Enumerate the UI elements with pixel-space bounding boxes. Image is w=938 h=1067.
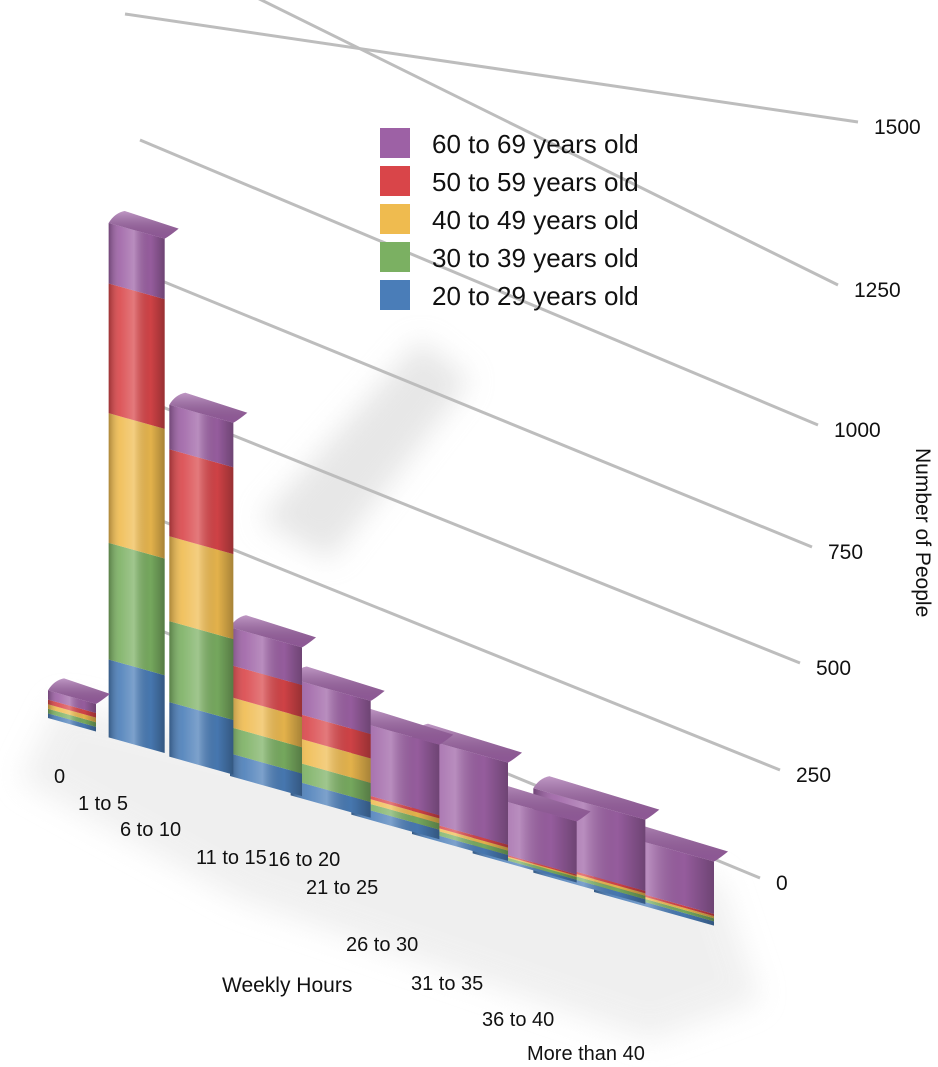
bar-segment-shading [48,713,96,732]
x-tick-label: 31 to 35 [411,973,483,995]
bar-cap-shading [108,210,179,239]
bar-stack [351,707,454,840]
bar-segment-shading [351,719,440,816]
legend-swatch [380,242,410,272]
bar-segment-shading [351,805,440,840]
category-labels: 0 1 to 5 6 to 10 11 to 15 16 to 20 21 to 25 26… [54,766,645,1065]
y-axis-title: Number of People [911,448,934,617]
bar-cap-shading [290,666,385,701]
bar-segment-shading [169,702,234,775]
bar-segment-shading [290,711,371,759]
bar-segment-shading [290,678,371,734]
bar-segment-shading [472,850,577,883]
legend-swatch [380,280,410,310]
floor-shadow-shape [20,700,760,1040]
bar-segment-shading [230,753,302,797]
bar-segment-shading [48,708,96,727]
floor-shadow [20,340,760,1040]
bar-segment-shading [230,727,302,774]
bar-segment-shading [108,542,165,676]
x-tick-label: 16 to 20 [268,849,340,871]
y-tick-label: 0 [776,872,788,895]
bar-segment-shading [230,696,302,748]
gridline [124,12,859,124]
gridline [139,510,781,772]
bar-stack [472,780,591,883]
bar-shadow [260,340,470,560]
bar-cap-shading [351,707,454,745]
x-tick-label: 36 to 40 [482,1009,554,1031]
x-tick-label: 21 to 25 [306,877,378,899]
bar-stack [108,210,179,754]
bar-cap-shading [48,678,110,704]
bar-stack [169,392,248,775]
legend-label: 40 to 49 years old [432,205,639,235]
y-tick-label: 1000 [834,419,881,442]
bar-segment-shading [108,222,165,300]
bar-segment-shading [351,793,440,824]
bar-stack [230,615,316,797]
bar-segment-shading [169,404,234,468]
bar-segment-shading [169,536,234,640]
bar-stack [290,666,385,818]
bar-cap-shading [169,392,248,423]
y-tick-labels: 0 250 500 750 1000 1250 1500 [776,116,921,895]
bar-segment-shading [351,790,440,819]
legend-label: 20 to 29 years old [432,281,639,311]
x-tick-label: 6 to 10 [120,819,181,841]
bar-segment-shading [169,621,234,720]
x-tick-label: 11 to 15 [196,847,267,869]
y-tick-label: 750 [828,541,863,564]
y-tick-label: 1500 [874,116,921,139]
gridline [139,138,819,427]
gridline [139,270,813,549]
y-tick-label: 1250 [854,279,901,302]
bar-segment-shading [351,798,440,830]
bar-cap-shading [533,776,660,820]
legend-label: 50 to 59 years old [432,167,639,197]
bar-segment-shading [108,413,165,559]
bar-segment-shading [290,779,371,818]
x-tick-label: 1 to 5 [78,793,128,815]
x-tick-label: 26 to 30 [346,934,418,956]
bar-segment-shading [108,283,165,429]
x-tick-label: 0 [54,766,65,788]
legend: 60 to 69 years old 50 to 59 years old 40 t… [380,128,639,311]
x-tick-label: More than 40 [527,1043,645,1065]
y-tick-label: 250 [796,764,831,787]
bar-segment-shading [108,659,165,754]
legend-swatch [380,166,410,196]
bars [48,210,728,926]
legend-swatch [380,204,410,234]
legend-label: 60 to 69 years old [432,129,639,159]
legend-label: 30 to 39 years old [432,243,639,273]
bar-segment-shading [290,760,371,803]
bar-segment-shading [48,690,96,714]
bar-cap-shading [230,615,316,648]
bar-segment-shading [48,704,96,723]
y-tick-label: 500 [816,657,851,680]
bar-segment-shading [290,736,371,783]
gridline [258,0,839,287]
gridline [139,396,801,665]
bar-segment-shading [230,627,302,686]
bar-stack [48,678,110,732]
x-axis-title: Weekly Hours [222,974,352,997]
legend-swatch [380,128,410,158]
bar-segment-shading [230,664,302,718]
bar-segment-shading [48,699,96,718]
bar-segment-shading [169,449,234,555]
